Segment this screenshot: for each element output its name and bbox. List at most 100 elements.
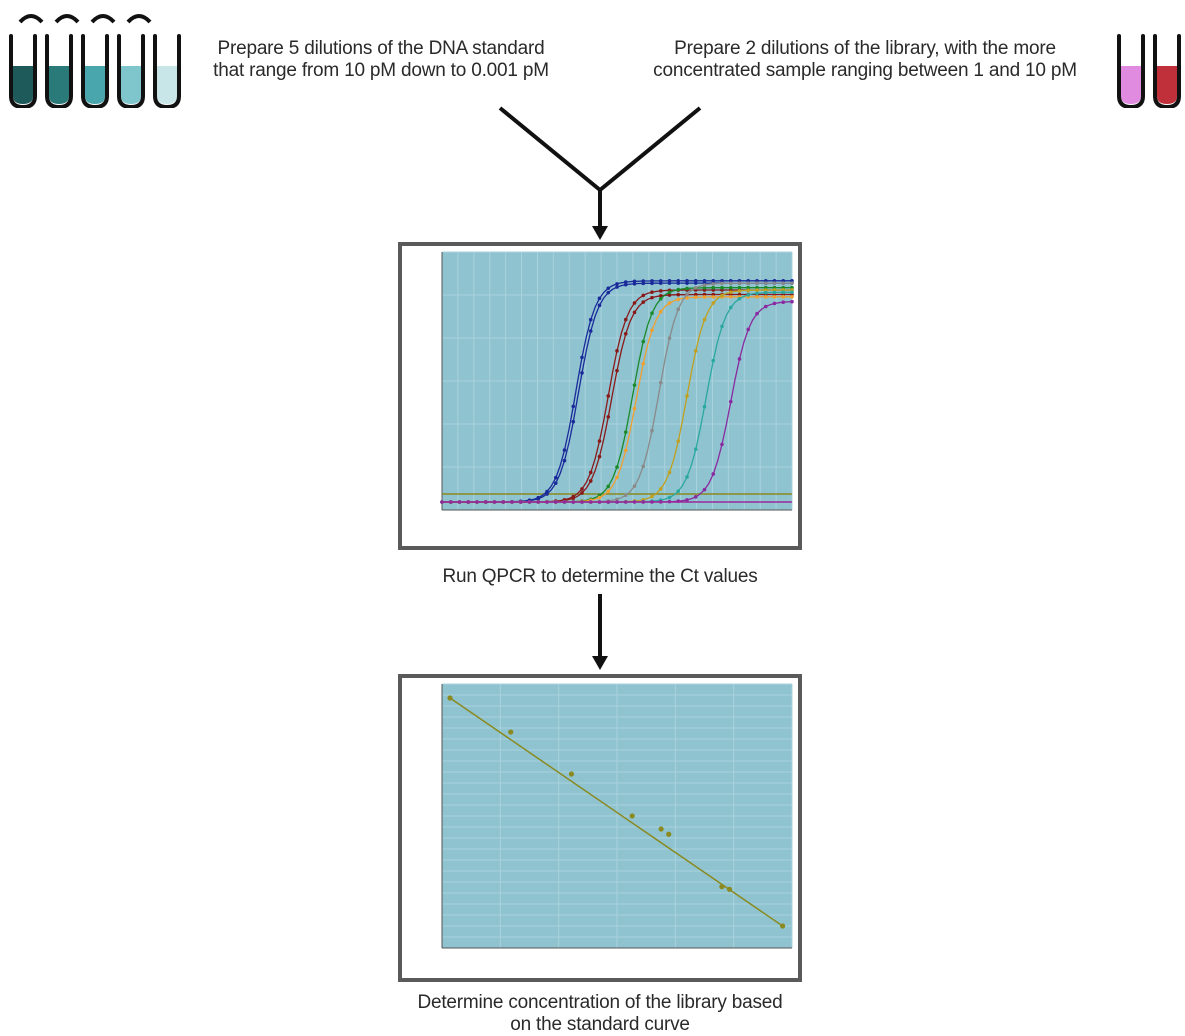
amplification-point	[650, 428, 654, 433]
amplification-point	[615, 349, 619, 353]
amplification-point	[781, 295, 786, 299]
amplification-point	[702, 317, 707, 322]
amplification-plot-panel	[398, 242, 802, 550]
amplification-point	[763, 295, 768, 299]
gridlines	[441, 683, 793, 949]
amplification-point	[676, 292, 681, 297]
standard-curve-point	[780, 923, 786, 929]
amplification-point	[685, 296, 689, 300]
standard-curve-point	[508, 729, 514, 735]
amplification-point	[790, 290, 794, 295]
amplification-point	[676, 287, 681, 292]
amplification-point	[658, 296, 663, 301]
amplification-point	[658, 309, 663, 314]
amplification-point	[676, 297, 681, 302]
amplification-point	[650, 494, 654, 499]
amplification-point	[597, 495, 602, 500]
amplification-point	[606, 394, 611, 398]
amplification-point	[702, 487, 707, 492]
amplification-point	[571, 496, 576, 501]
standard-curve-plot	[441, 683, 793, 949]
tube-caps	[18, 14, 152, 24]
amplification-point	[711, 285, 716, 290]
amplification-point	[615, 368, 619, 373]
amplification-point	[693, 447, 698, 452]
amplification-point	[667, 336, 672, 340]
amplification-point	[746, 327, 751, 332]
standard-tube-3	[81, 34, 109, 108]
amplification-point	[790, 295, 794, 299]
standard-curve-point	[719, 884, 725, 890]
amplification-point	[632, 281, 637, 286]
arrow-head-1	[592, 226, 608, 240]
amplification-point	[728, 295, 733, 299]
amplification-point	[658, 380, 663, 385]
amplification-point	[711, 295, 716, 299]
amplification-point	[597, 296, 602, 301]
amplification-point	[790, 299, 794, 304]
standard-tube-2	[45, 34, 73, 108]
amplification-point	[720, 293, 724, 298]
amplification-point	[536, 496, 541, 501]
amplification-point	[693, 349, 698, 353]
amplification-point	[615, 465, 619, 469]
standard-curve-point	[447, 695, 453, 701]
amplification-point	[580, 491, 584, 495]
amplification-point	[685, 286, 689, 291]
amplification-point	[623, 448, 628, 453]
amplification-point	[720, 285, 724, 290]
amplification-point	[632, 301, 637, 305]
amplification-point	[790, 281, 794, 285]
amplification-point	[711, 472, 716, 476]
standard-tube-1	[9, 34, 37, 108]
amplification-point	[737, 289, 742, 293]
amplification-point	[623, 282, 628, 287]
amplification-point	[728, 281, 733, 286]
final-label: Determine concentration of the library b…	[417, 992, 783, 1035]
amplification-point	[755, 288, 759, 292]
amplification-point	[623, 280, 628, 284]
amplification-point	[755, 311, 759, 316]
amplification-point	[641, 464, 646, 469]
amplification-point	[702, 295, 707, 299]
amplification-point	[562, 448, 567, 452]
amplification-point	[623, 331, 628, 336]
amplification-point	[667, 290, 672, 295]
amplification-point	[737, 296, 742, 301]
amplification-point	[772, 290, 777, 295]
amplification-point	[632, 383, 637, 387]
amplification-point	[580, 487, 584, 491]
amplification-point	[667, 470, 672, 475]
arrow-head-2	[592, 656, 608, 670]
amplification-point	[588, 317, 593, 322]
amplification-point	[650, 295, 654, 300]
amplification-point	[606, 290, 611, 295]
amplification-point	[650, 281, 654, 286]
amplification-point	[693, 286, 698, 290]
amplification-point	[580, 371, 584, 375]
standard-curve-point	[629, 813, 635, 819]
amplification-point	[711, 301, 716, 305]
amplification-point	[772, 295, 777, 299]
standard-curve-panel	[398, 674, 802, 982]
amplification-plot	[440, 251, 794, 511]
amplification-point	[781, 290, 786, 295]
amplification-point	[685, 281, 689, 285]
amplification-point	[658, 487, 663, 491]
amplification-point	[597, 439, 602, 443]
amplification-point	[615, 497, 619, 502]
amplification-point	[755, 281, 759, 285]
amplification-point	[588, 329, 593, 333]
amplification-point	[772, 301, 777, 306]
amplification-point	[763, 290, 768, 295]
amplification-point	[763, 304, 768, 309]
amplification-point	[606, 286, 611, 291]
amplification-point	[571, 404, 576, 409]
amplification-point	[676, 307, 681, 312]
amplification-point	[746, 281, 751, 285]
amplification-point	[632, 406, 637, 411]
amplification-point	[728, 399, 733, 404]
amplification-point	[650, 311, 654, 316]
amplification-point	[562, 458, 567, 463]
